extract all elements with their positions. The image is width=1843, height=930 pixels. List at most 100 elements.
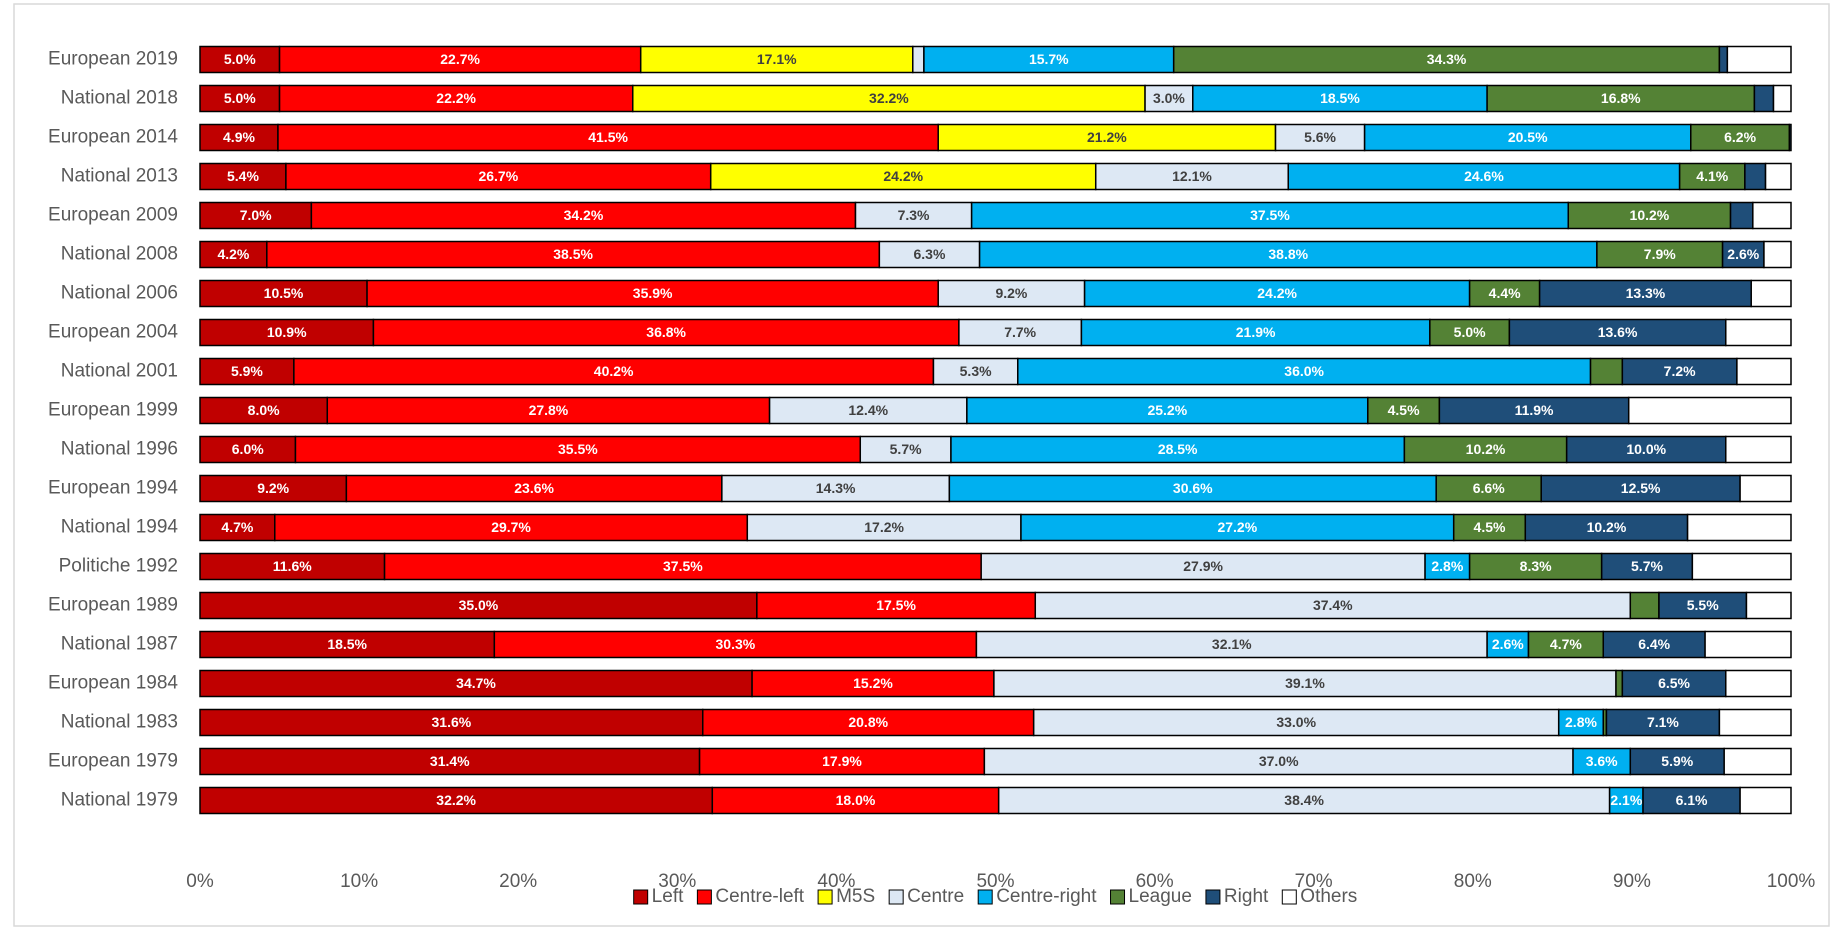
bar-segment — [1094, 162, 1289, 191]
data-label: 6.3% — [914, 246, 946, 262]
legend-label: Others — [1300, 886, 1357, 907]
bar-segment — [993, 669, 1617, 698]
data-label: 14.3% — [816, 480, 856, 496]
bar-segment — [1718, 708, 1792, 737]
bar-segment — [932, 357, 1019, 386]
data-label: 13.6% — [1598, 324, 1638, 340]
data-label: 4.5% — [1474, 519, 1506, 535]
bar-segment — [1363, 123, 1692, 152]
data-label: 8.3% — [1520, 558, 1552, 574]
bar-segment — [1602, 630, 1706, 659]
bar-segment — [366, 279, 939, 308]
bar-segment — [274, 513, 749, 542]
data-label: 35.9% — [633, 285, 673, 301]
legend-swatch — [696, 889, 712, 905]
category-label: Politiche 1992 — [59, 556, 178, 577]
data-label: 3.6% — [1586, 753, 1618, 769]
data-label: 27.2% — [1217, 519, 1257, 535]
data-label: 5.9% — [1661, 753, 1693, 769]
bar-segment — [278, 45, 642, 74]
bar-segment — [948, 474, 1437, 503]
bar-segment — [1274, 123, 1366, 152]
data-label: 34.3% — [1427, 51, 1467, 67]
bar-segment — [1739, 474, 1792, 503]
bar-segment — [1725, 435, 1792, 464]
bar-segment — [1772, 84, 1792, 113]
data-label: 17.5% — [876, 597, 916, 613]
category-label: National 1996 — [61, 439, 178, 460]
bar-segment — [1744, 162, 1767, 191]
bar-segment — [1080, 318, 1431, 347]
data-label: 4.5% — [1388, 402, 1420, 418]
bar-segment — [199, 84, 281, 113]
data-label: 18.0% — [836, 792, 876, 808]
bar-segment — [199, 435, 297, 464]
data-label: 3.0% — [1153, 90, 1185, 106]
data-label: 6.4% — [1638, 636, 1670, 652]
legend-swatch — [1110, 889, 1126, 905]
legend-swatch — [633, 889, 649, 905]
bar-segment — [1589, 357, 1624, 386]
data-label: 9.2% — [257, 480, 289, 496]
legend-swatch — [888, 889, 904, 905]
data-label: 24.2% — [1257, 285, 1297, 301]
bar-segment — [1486, 84, 1756, 113]
bar-segment — [1691, 552, 1792, 581]
data-label: 37.0% — [1259, 753, 1299, 769]
bar-segment — [912, 45, 925, 74]
bar-segment — [1726, 45, 1792, 74]
category-label: European 2004 — [48, 322, 178, 343]
category-label: National 1987 — [61, 634, 178, 655]
bar-segment — [1435, 474, 1542, 503]
category-label: European 2019 — [48, 49, 178, 70]
legend-label: Right — [1224, 886, 1269, 907]
bar-segment — [1567, 201, 1732, 230]
legend-label: Left — [652, 886, 684, 907]
x-tick-label: 100% — [1767, 871, 1816, 892]
data-label: 27.9% — [1183, 558, 1223, 574]
data-label: 21.2% — [1087, 129, 1127, 145]
bar-segment — [711, 786, 1000, 815]
data-label: 5.6% — [1304, 129, 1336, 145]
data-label: 2.8% — [1431, 558, 1463, 574]
data-label: 7.1% — [1647, 714, 1679, 730]
data-label: 10.2% — [1587, 519, 1627, 535]
bar-segment — [199, 786, 714, 815]
bar-segment — [199, 669, 753, 698]
data-label: 5.5% — [1687, 597, 1719, 613]
x-tick-label: 40% — [817, 871, 855, 892]
bar-segment — [1429, 318, 1511, 347]
data-label: 27.8% — [529, 402, 569, 418]
bar-segment — [632, 84, 1146, 113]
category-label: National 2008 — [61, 244, 178, 265]
bar-segment — [1508, 318, 1727, 347]
bar-segment — [326, 396, 771, 425]
category-label: European 1989 — [48, 595, 178, 616]
data-label: 4.7% — [221, 519, 253, 535]
data-label: 34.2% — [564, 207, 604, 223]
data-label: 5.0% — [224, 51, 256, 67]
x-tick-label: 0% — [186, 871, 214, 892]
data-label: 35.0% — [459, 597, 499, 613]
bar-segment — [702, 708, 1035, 737]
bar-segment — [1452, 513, 1527, 542]
bar-segment — [1739, 786, 1792, 815]
data-label: 7.3% — [898, 207, 930, 223]
data-label: 12.5% — [1621, 480, 1661, 496]
x-tick-label: 50% — [976, 871, 1014, 892]
data-label: 7.7% — [1004, 324, 1036, 340]
bar-segment — [1596, 240, 1724, 269]
data-label: 10.2% — [1466, 441, 1506, 457]
category-label: National 2001 — [61, 361, 178, 382]
data-label: 7.2% — [1664, 363, 1696, 379]
data-label: 2.1% — [1610, 792, 1642, 808]
data-label: 38.8% — [1268, 246, 1308, 262]
data-label: 5.3% — [960, 363, 992, 379]
data-label: 29.7% — [491, 519, 531, 535]
bar-segment — [277, 123, 939, 152]
data-label: 23.6% — [514, 480, 554, 496]
legend-swatch — [977, 889, 993, 905]
data-label: 5.0% — [1454, 324, 1486, 340]
bar-segment — [199, 162, 287, 191]
data-label: 30.3% — [716, 636, 756, 652]
